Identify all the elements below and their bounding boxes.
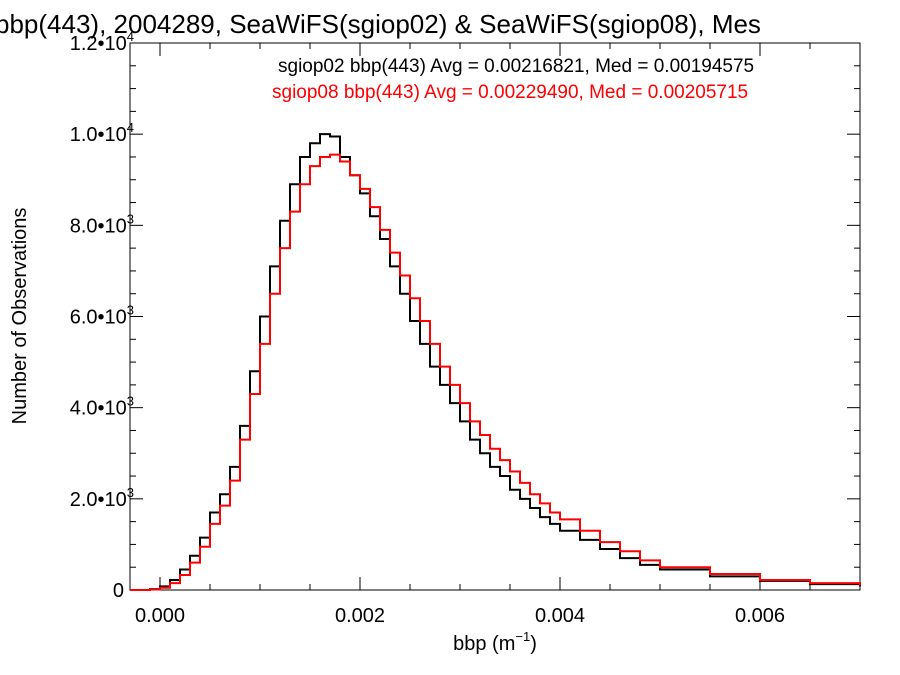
y-tick-label: 1.2•104	[70, 29, 134, 55]
y-tick-label: 2.0•103	[70, 485, 134, 511]
x-tick-label: 0.002	[335, 605, 385, 627]
y-tick-label-base: 8.0•10	[70, 215, 127, 237]
plot-frame	[129, 42, 861, 591]
chart-title: bbp(443), 2004289, SeaWiFS(sgiop02) & Se…	[0, 9, 761, 39]
x-tick-label: 0.006	[735, 605, 785, 627]
y-axis-label: Number of Observations	[9, 208, 31, 425]
y-tick-label-base: 1.2•10	[70, 33, 127, 55]
y-tick-label-exponent: 4	[127, 29, 134, 44]
y-tick-label: 1.0•104	[70, 120, 134, 146]
y-tick-label-base: 1.0•10	[70, 124, 127, 146]
annotation-sgiop08: sgiop08 bbp(443) Avg = 0.00229490, Med =…	[272, 82, 748, 103]
y-tick-label-base: 0	[113, 580, 124, 602]
x-axis-label-close: )	[530, 633, 537, 655]
y-tick-label-base: 4.0•10	[70, 398, 127, 420]
x-tick-label: 0.000	[135, 605, 185, 627]
y-tick-label: 6.0•103	[70, 303, 134, 329]
y-tick-label: 4.0•103	[70, 394, 134, 420]
x-tick-labels: 0.000 0.002 0.004 0.006	[135, 605, 785, 627]
y-tick-label-exponent: 3	[127, 394, 134, 409]
axis-ticks	[130, 42, 861, 591]
annotation-sgiop02: sgiop02 bbp(443) Avg = 0.00216821, Med =…	[278, 56, 754, 77]
y-tick-label: 8.0•103	[70, 211, 134, 237]
x-axis-label: bbp (m−1)	[453, 629, 537, 655]
x-axis-label-main: bbp (m	[453, 633, 515, 655]
y-tick-label-exponent: 3	[127, 303, 134, 318]
y-tick-label-exponent: 3	[127, 485, 134, 500]
y-tick-labels: 02.0•1034.0•1036.0•1038.0•1031.0•1041.2•…	[70, 29, 134, 602]
x-tick-label: 0.004	[535, 605, 585, 627]
series-sgiop02-line	[130, 133, 861, 591]
y-tick-label-base: 2.0•10	[70, 489, 127, 511]
y-tick-label-exponent: 4	[127, 120, 134, 135]
y-tick-label-base: 6.0•10	[70, 307, 127, 329]
series-lines	[130, 133, 861, 591]
y-tick-label: 0	[113, 580, 124, 602]
series-sgiop08-line	[130, 153, 861, 591]
x-axis-label-sup: −1	[515, 629, 530, 644]
y-tick-label-exponent: 3	[127, 211, 134, 226]
